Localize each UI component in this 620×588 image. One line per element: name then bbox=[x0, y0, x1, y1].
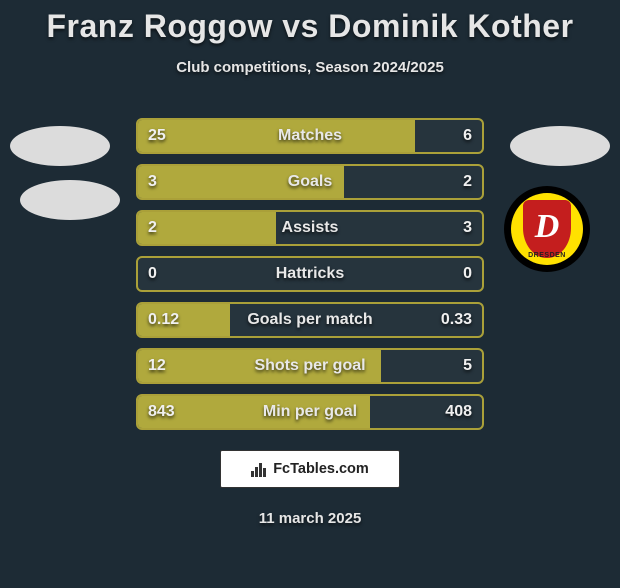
value-right: 5 bbox=[453, 350, 482, 382]
bar-left-fill bbox=[138, 120, 415, 152]
comparison-row: Assists23 bbox=[0, 210, 620, 256]
bar-track: Goals32 bbox=[136, 164, 484, 200]
comparison-chart: Matches256 Goals32 Assists23 Hattricks0 0 Goa… bbox=[0, 118, 620, 440]
footer-logo-icon bbox=[251, 461, 267, 477]
value-left: 0 bbox=[138, 258, 167, 290]
value-right: 0.33 bbox=[431, 304, 482, 336]
bar-track: Goals per match0.120.33 bbox=[136, 302, 484, 338]
footer-label: FcTables.com bbox=[273, 461, 369, 477]
comparison-row: Goals32 bbox=[0, 164, 620, 210]
bar-track: Shots per goal125 bbox=[136, 348, 484, 384]
bar-left-fill bbox=[138, 350, 381, 382]
value-right: 0 bbox=[453, 258, 482, 290]
footer-badge[interactable]: FcTables.com bbox=[220, 450, 400, 488]
bar-track: Matches256 bbox=[136, 118, 484, 154]
comparison-row: Goals per match0.120.33 bbox=[0, 302, 620, 348]
bar-track: Hattricks0 0 bbox=[136, 256, 484, 292]
comparison-row: Shots per goal125 bbox=[0, 348, 620, 394]
date-text: 11 march 2025 bbox=[0, 510, 620, 527]
value-right: 408 bbox=[435, 396, 482, 428]
value-right: 2 bbox=[453, 166, 482, 198]
value-right: 3 bbox=[453, 212, 482, 244]
comparison-row: Min per goal843408 bbox=[0, 394, 620, 440]
bar-track: Assists23 bbox=[136, 210, 484, 246]
comparison-row: Matches256 bbox=[0, 118, 620, 164]
comparison-row: Hattricks0 0 bbox=[0, 256, 620, 302]
bar-left-fill bbox=[138, 304, 230, 336]
page-subtitle: Club competitions, Season 2024/2025 bbox=[0, 59, 620, 76]
value-right: 6 bbox=[453, 120, 482, 152]
bar-label: Hattricks bbox=[138, 258, 482, 290]
bar-left-fill bbox=[138, 166, 344, 198]
bar-track: Min per goal843408 bbox=[136, 394, 484, 430]
bar-left-fill bbox=[138, 212, 276, 244]
bar-left-fill bbox=[138, 396, 370, 428]
page-title: Franz Roggow vs Dominik Kother bbox=[0, 8, 620, 45]
